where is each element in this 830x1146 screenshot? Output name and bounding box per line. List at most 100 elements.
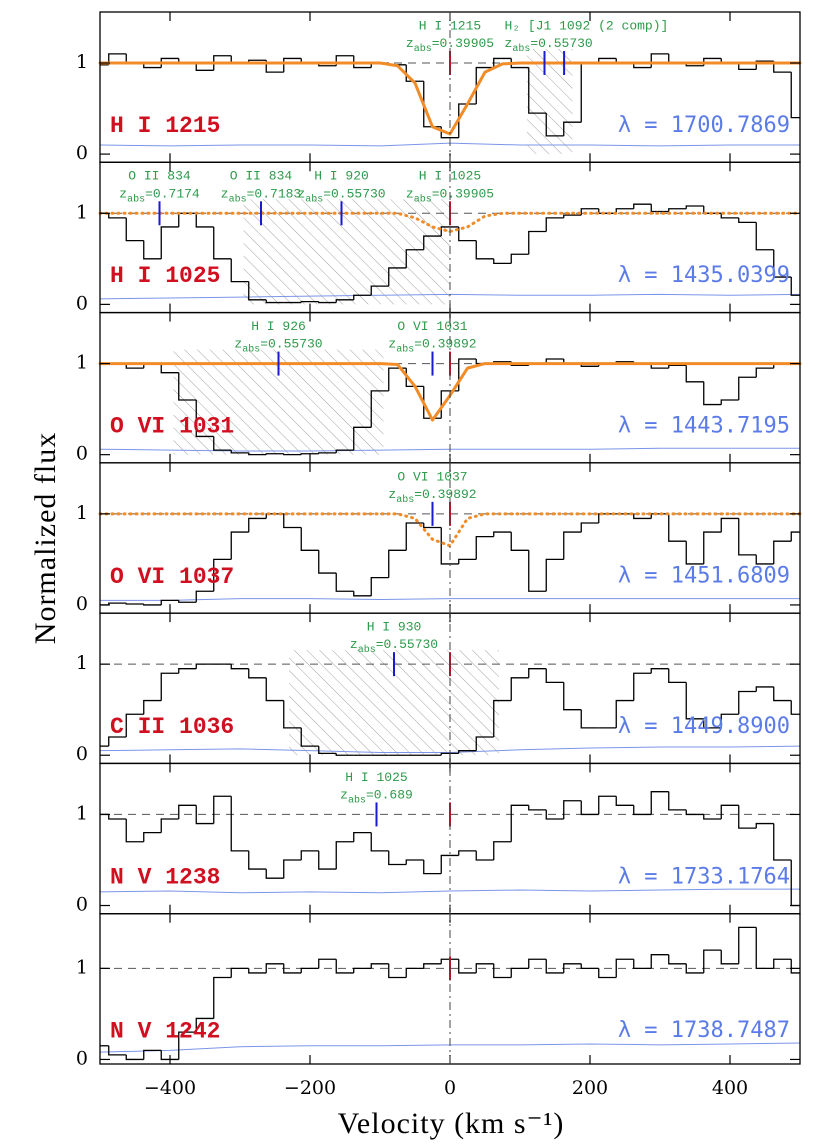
z-symbol: z [505,36,513,51]
flux-step [213,558,232,592]
flux-step [143,832,162,842]
line-redshift: zabs=0.55730 [234,337,322,355]
line-redshift: zabs=0.7183 [221,187,301,205]
flux-step [545,113,564,137]
flux-step [510,677,529,701]
flux-step [563,963,582,973]
flux-step [160,1050,179,1061]
wavelength-label: λ = 1449.8900 [618,714,790,739]
flux-step [598,795,617,815]
flux-step [125,818,144,843]
line-label: O VI 1037 [397,469,467,484]
wavelength-label: λ = 1443.7195 [618,413,790,438]
flux-step [720,713,739,728]
flux-step [685,365,704,383]
flux-step [773,823,792,861]
flux-step [440,527,459,565]
flux-step [143,63,162,69]
error-spectrum [100,598,800,601]
flux-step [755,367,774,378]
flux-step [230,796,249,852]
wavelength-label: λ = 1733.1764 [618,864,790,889]
z-value: =0.39905 [432,187,494,202]
flux-step [668,208,687,212]
flux-step [160,57,179,68]
flux-step [528,550,547,592]
flux-step [230,531,249,560]
flux-step [388,267,407,287]
flux-step [248,517,267,533]
flux-step [790,531,800,542]
flux-step [545,809,564,820]
flux-step [248,452,267,456]
wavelength-label: λ = 1700.7869 [618,113,790,138]
wavelength-label: λ = 1451.6809 [618,564,790,589]
flux-step [125,363,144,369]
model-fit [98,61,802,136]
x-tick-label: 400 [712,1077,748,1099]
flux-step [440,752,459,756]
flux-step [493,963,512,979]
flux-step [615,958,634,978]
x-tick-label: −200 [284,1077,336,1099]
flux-step [720,804,739,819]
flux-step [528,805,547,811]
x-tick-label: −400 [144,1077,196,1099]
flux-step [195,663,214,669]
flux-step [353,55,372,69]
flux-step [668,364,687,369]
flux-step [213,976,232,1019]
flux-step [738,518,757,556]
line-label: O VI 1031 [397,319,467,334]
flux-step [563,682,582,711]
flux-step [475,66,494,104]
ion-label: N V 1238 [110,864,220,890]
line-redshift: zabs=0.55730 [297,187,385,205]
flux-step [108,814,127,820]
flux-step [703,949,722,973]
flux-step [230,967,249,978]
flux-step [353,832,372,842]
flux-step [510,967,529,978]
flux-step [545,217,564,232]
flux-step [528,668,547,678]
flux-step [248,850,267,870]
flux-step [265,453,284,455]
flux-step [230,258,249,283]
flux-step [563,214,582,218]
flux-step [178,600,197,603]
z-symbol: z [234,337,242,352]
flux-step [458,959,477,974]
flux-step [580,208,599,216]
flux-step [493,57,512,68]
flux-step [510,804,529,842]
wavelength-label: λ = 1738.7487 [618,1018,790,1043]
flux-step [685,963,704,974]
flux-step [790,959,800,974]
flux-step [598,968,617,979]
flux-step [195,1017,214,1033]
y-tick-label: 1 [76,956,88,978]
flux-step [300,850,319,860]
flux-step [405,859,424,865]
flux-step [580,709,599,729]
z-value: =0.7183 [247,187,302,202]
flux-step [703,531,722,564]
line-redshift: zabs=0.39905 [406,36,494,54]
flux-step [143,1049,162,1060]
flux-step [265,963,284,973]
flux-step [265,299,284,304]
flux-step [318,301,337,304]
flux-step [493,699,512,738]
flux-step [458,226,477,242]
flux-step [440,854,459,874]
flux-step [335,841,354,870]
z-value: =0.39892 [414,337,476,352]
flux-step [143,699,162,715]
z-symbol: z [350,638,358,653]
flux-step [283,859,302,879]
z-subscript: abs [305,193,323,205]
flux-step [475,535,494,560]
flux-step [195,590,214,603]
z-subscript: abs [414,193,432,205]
